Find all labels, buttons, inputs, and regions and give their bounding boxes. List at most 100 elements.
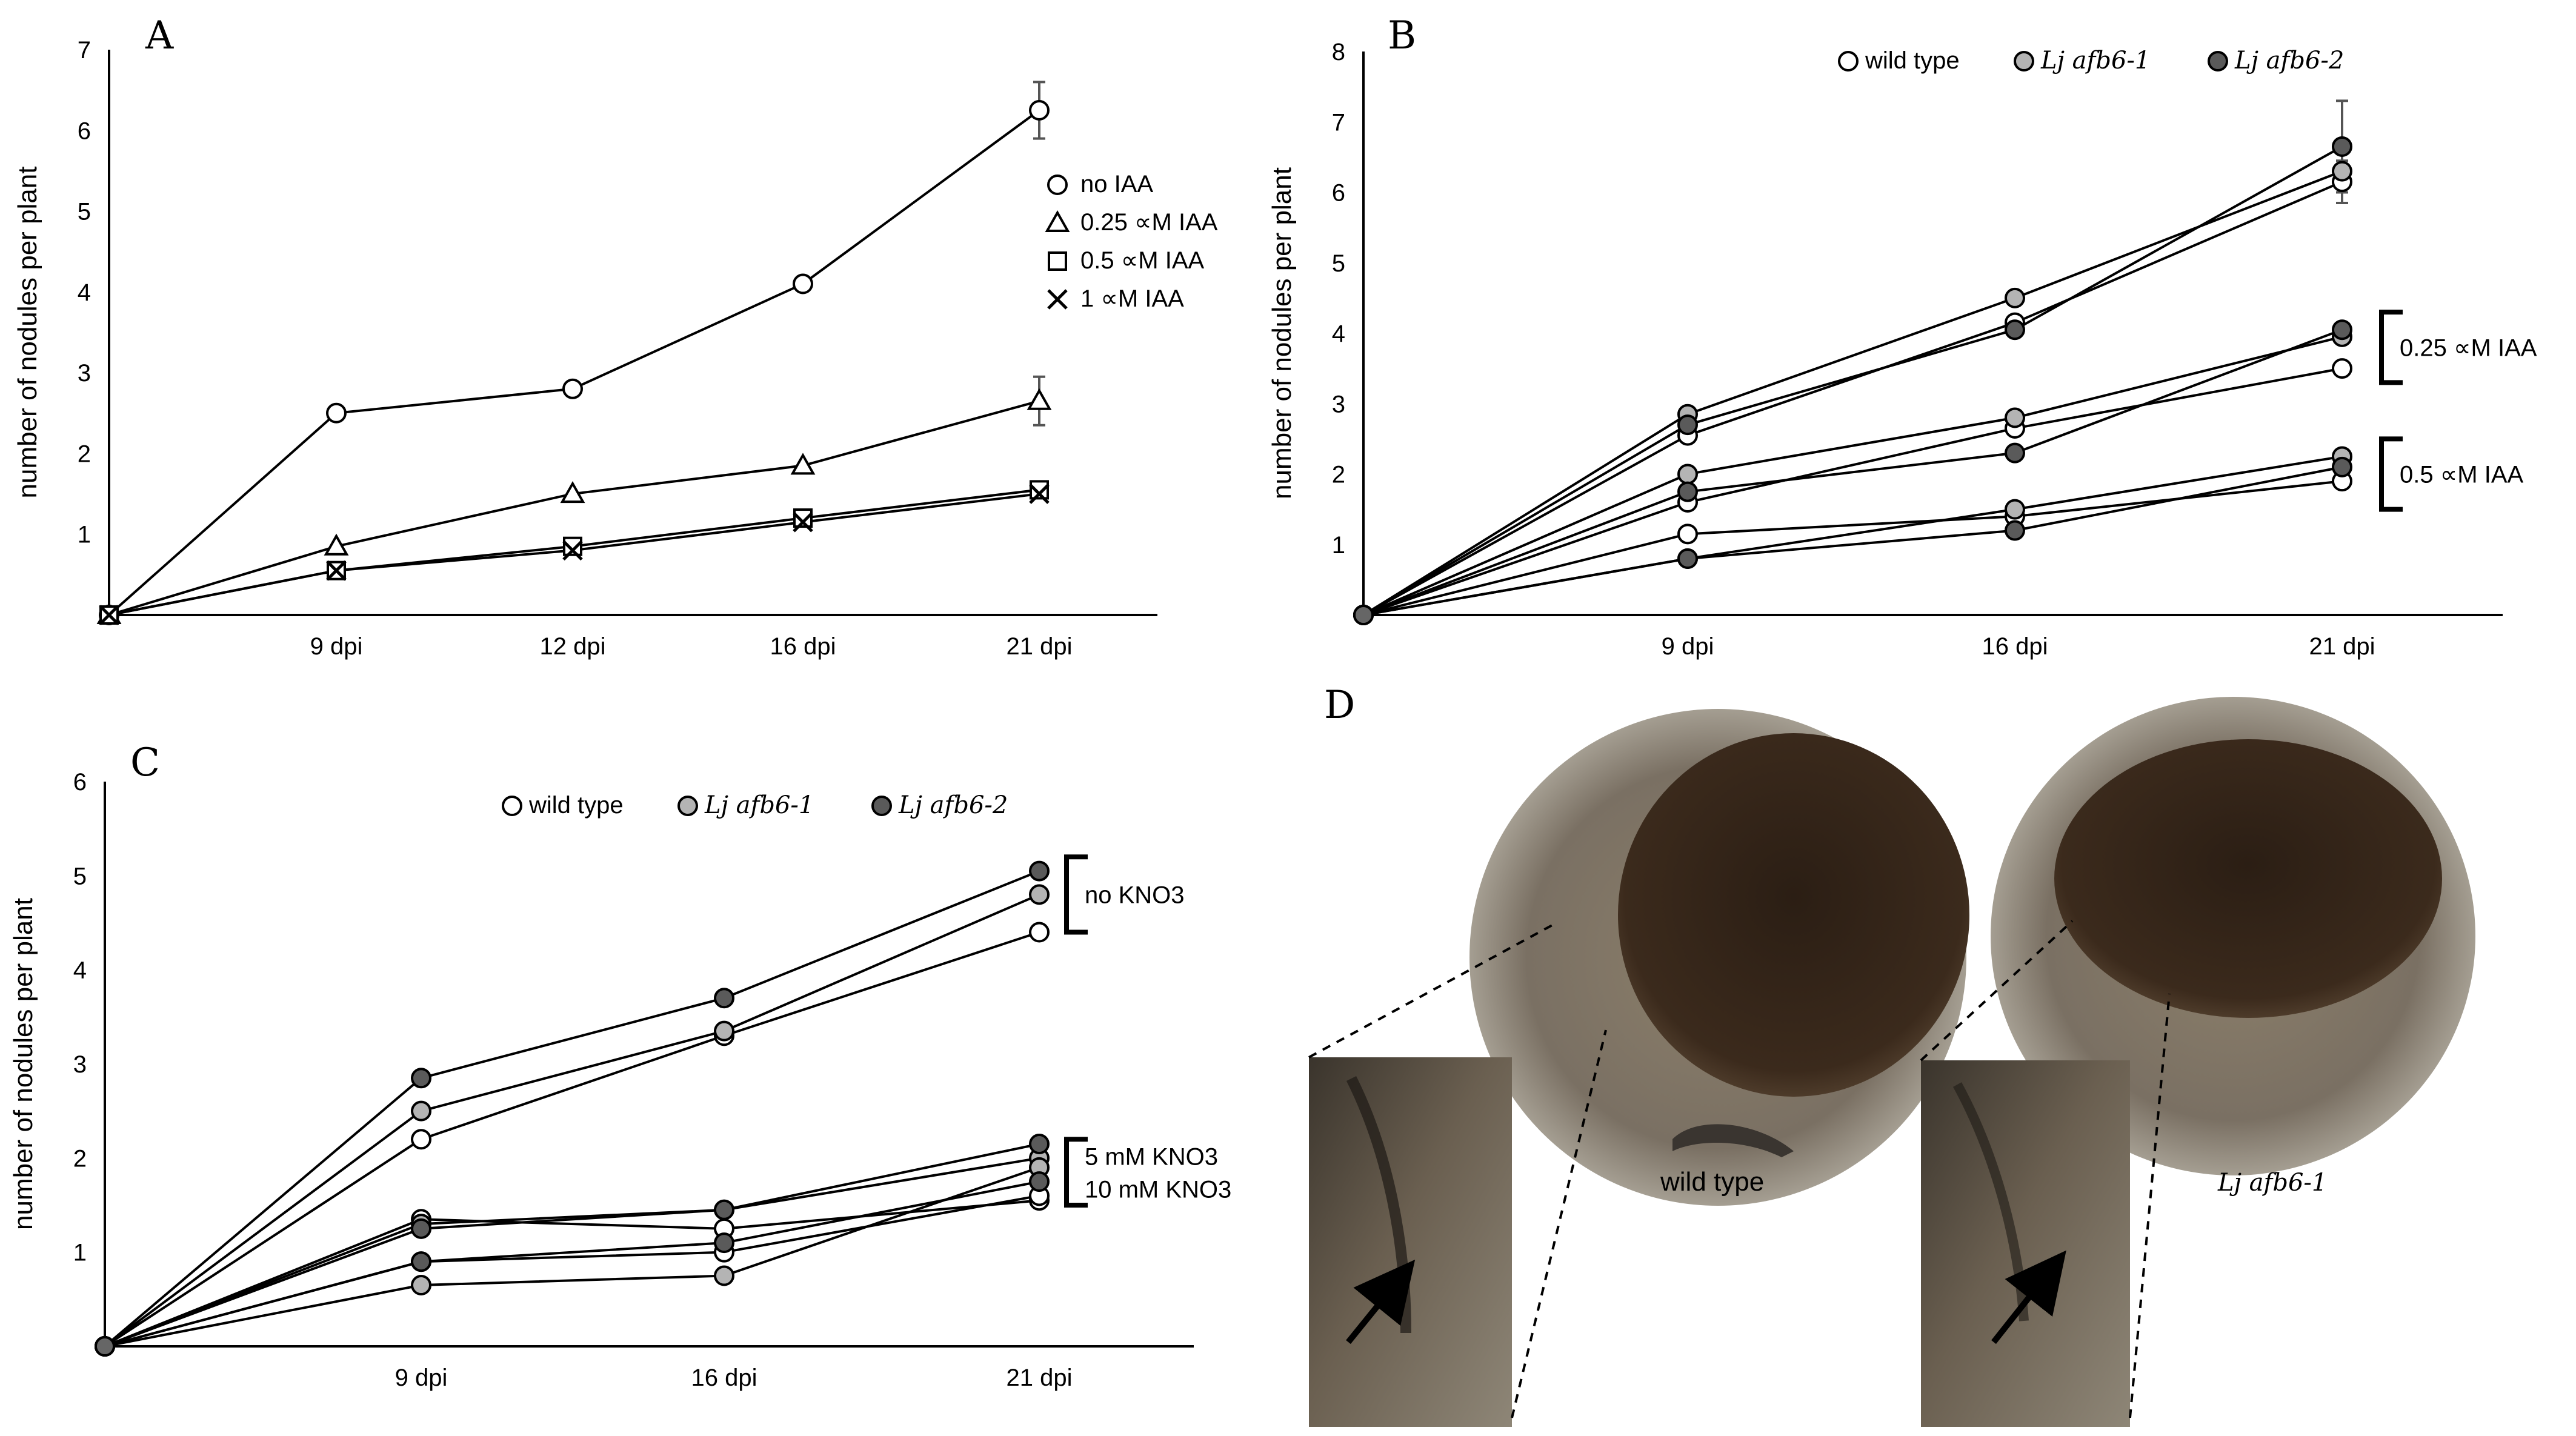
data-point bbox=[562, 378, 583, 399]
data-point bbox=[1677, 414, 1698, 436]
y-tick-label: 6 bbox=[78, 118, 91, 144]
y-tick-label: 5 bbox=[78, 199, 91, 225]
legend-marker bbox=[502, 796, 522, 816]
arrow-icon bbox=[1346, 1259, 1416, 1345]
x-tick-label: 9 dpi bbox=[1662, 633, 1714, 660]
data-point bbox=[411, 1068, 431, 1089]
data-point bbox=[2005, 319, 2025, 341]
data-point bbox=[1677, 524, 1698, 545]
data-point bbox=[411, 1275, 431, 1296]
data-point bbox=[1029, 99, 1050, 121]
data-point bbox=[1027, 388, 1052, 410]
series-line bbox=[1363, 335, 2343, 616]
data-point bbox=[1353, 605, 1374, 625]
zoom-inset-wild-type bbox=[1309, 1057, 1512, 1427]
y-tick-label: 3 bbox=[73, 1051, 87, 1078]
bracket-label: 0.25 ∝M IAA bbox=[2400, 334, 2537, 361]
micrograph-mutant bbox=[1991, 697, 2475, 1175]
legend-label: wild type bbox=[1865, 47, 1960, 74]
bracket bbox=[2379, 436, 2403, 512]
legend-label: 1 ∝M IAA bbox=[1080, 285, 1184, 312]
panel-letter-a: A bbox=[145, 13, 174, 58]
y-tick-label: 1 bbox=[1332, 532, 1345, 559]
chart-a: 1 2 3 4 5 6 7 9 dpi 12 dpi 16 dpi 21 dpi number of … bbox=[13, 37, 1218, 660]
x-tick-label: 16 dpi bbox=[691, 1365, 757, 1391]
data-point bbox=[790, 453, 816, 475]
series-line bbox=[1363, 181, 2343, 616]
legend-marker bbox=[2208, 51, 2228, 71]
x-tick-label: 21 dpi bbox=[1007, 633, 1073, 660]
series-line bbox=[104, 893, 1040, 1348]
legend-label: wild type bbox=[528, 792, 624, 819]
data-point bbox=[411, 1218, 431, 1239]
data-point bbox=[2005, 520, 2025, 541]
data-point bbox=[714, 1232, 734, 1254]
data-point bbox=[2005, 287, 2025, 308]
y-tick-label: 3 bbox=[78, 360, 91, 387]
data-point bbox=[2005, 407, 2025, 428]
data-point bbox=[2332, 136, 2352, 157]
series-line bbox=[1363, 455, 2343, 616]
legend-marker bbox=[1047, 289, 1068, 310]
data-point bbox=[1029, 1171, 1050, 1192]
bracket-label: 5 mM KNO3 bbox=[1085, 1144, 1218, 1171]
y-tick-label: 8 bbox=[1332, 39, 1345, 65]
arrow-icon bbox=[1991, 1250, 2066, 1345]
caption-mutant: Lj afb6-1 bbox=[2217, 1169, 2327, 1197]
series-line bbox=[104, 1166, 1040, 1348]
data-point bbox=[714, 1199, 734, 1220]
series-line bbox=[104, 1199, 1040, 1348]
series-line bbox=[104, 869, 1040, 1348]
y-tick-label: 1 bbox=[73, 1240, 87, 1266]
y-tick-label: 4 bbox=[78, 279, 91, 306]
data-point bbox=[714, 1020, 734, 1042]
legend-marker bbox=[1045, 210, 1070, 232]
data-point bbox=[1029, 922, 1050, 943]
data-point bbox=[560, 481, 585, 504]
legend-label: Lj afb6-1 bbox=[704, 791, 814, 819]
y-axis-label: number of nodules per plant bbox=[8, 898, 38, 1230]
x-tick-label: 9 dpi bbox=[395, 1365, 448, 1391]
legend-label: Lj afb6-2 bbox=[2234, 47, 2344, 75]
series-line bbox=[104, 1180, 1040, 1348]
legend-label: 0.25 ∝M IAA bbox=[1080, 209, 1218, 236]
data-point bbox=[411, 1251, 431, 1272]
legend-marker bbox=[871, 796, 892, 816]
data-point bbox=[411, 1129, 431, 1150]
data-point bbox=[326, 402, 347, 424]
data-point bbox=[2332, 319, 2352, 341]
series-line bbox=[1363, 367, 2343, 616]
bracket bbox=[1064, 1137, 1088, 1208]
y-axis-label: number of nodules per plant bbox=[13, 167, 42, 499]
x-tick-label: 21 dpi bbox=[2309, 633, 2375, 660]
legend-label: Lj afb6-1 bbox=[2040, 47, 2150, 75]
y-tick-label: 2 bbox=[73, 1145, 87, 1172]
data-point bbox=[324, 533, 349, 556]
data-point bbox=[1677, 548, 1698, 569]
data-point bbox=[99, 605, 119, 625]
panel-letter-d: D bbox=[1324, 683, 1355, 728]
y-axis-label: number of nodules per plant bbox=[1267, 167, 1297, 499]
y-tick-label: 1 bbox=[78, 522, 91, 548]
data-point bbox=[1677, 481, 1698, 502]
y-tick-label: 6 bbox=[73, 769, 87, 796]
bracket-label: 0.5 ∝M IAA bbox=[2400, 462, 2524, 488]
x-tick-label: 9 dpi bbox=[310, 633, 363, 660]
legend-marker bbox=[677, 796, 698, 816]
y-tick-label: 3 bbox=[1332, 391, 1345, 417]
data-point bbox=[793, 273, 813, 294]
legend-marker bbox=[1838, 51, 1859, 71]
data-point bbox=[95, 1336, 115, 1357]
micrograph-wild-type bbox=[1469, 709, 1969, 1206]
bracket-label: no KNO3 bbox=[1085, 882, 1185, 908]
bracket-label: 10 mM KNO3 bbox=[1085, 1177, 1231, 1203]
series-line bbox=[1363, 465, 2343, 616]
data-point bbox=[1029, 860, 1050, 882]
data-point bbox=[1677, 464, 1698, 485]
x-tick-label: 16 dpi bbox=[1982, 633, 2048, 660]
legend-label: no IAA bbox=[1080, 171, 1153, 198]
panel-letter-c: C bbox=[130, 740, 160, 785]
data-point bbox=[1029, 1134, 1050, 1155]
series-line bbox=[1363, 328, 2343, 616]
